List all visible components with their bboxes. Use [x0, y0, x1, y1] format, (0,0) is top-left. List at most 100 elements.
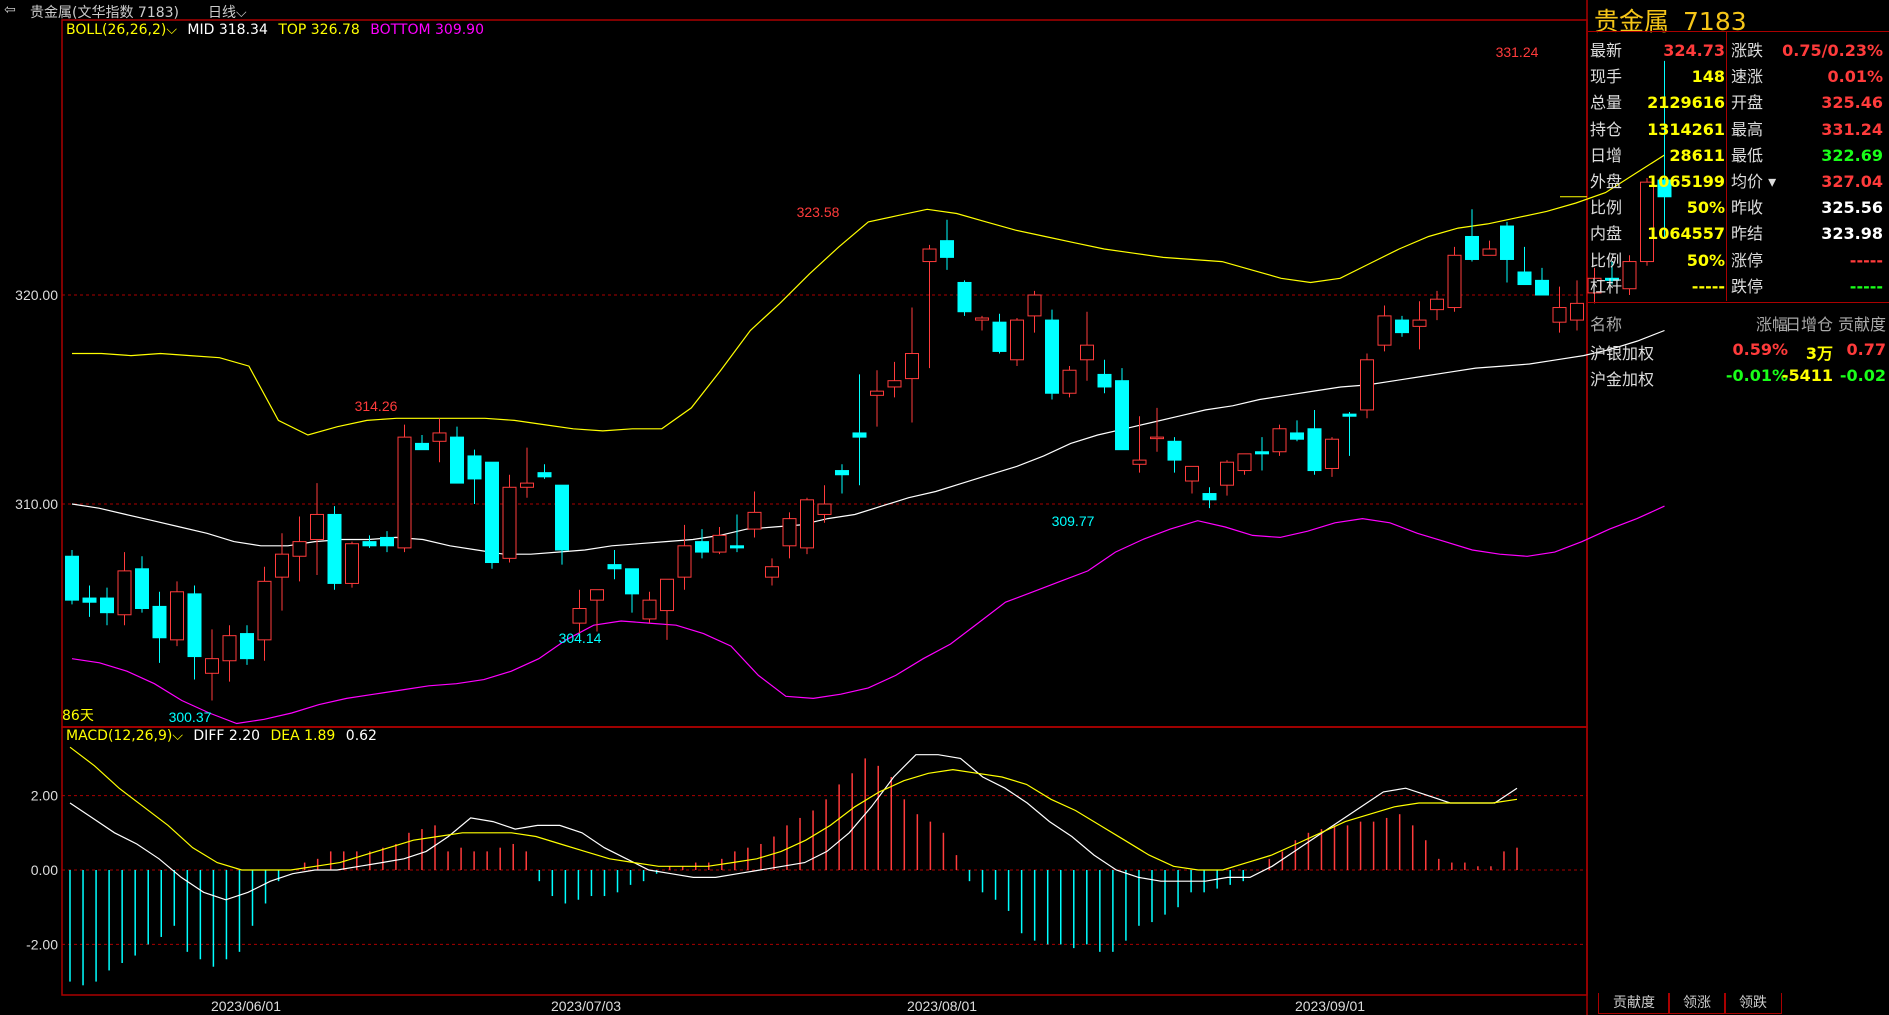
candle-body [1605, 277, 1619, 281]
macd-diff: DIFF 2.20 [193, 728, 261, 744]
candle-body [852, 432, 867, 438]
candle-body [240, 633, 254, 660]
boll-legend[interactable]: BOLL(26,26,2)⌵ MID 318.34 TOP 326.78 BOT… [66, 22, 484, 38]
candle-body [1027, 294, 1042, 317]
candle-body [1430, 298, 1444, 311]
tab-contrib[interactable]: 贡献度 [1598, 993, 1670, 1014]
quote-label: 涨停 [1731, 250, 1764, 270]
quote-row: 比例 50% [1590, 195, 1725, 221]
candles [65, 60, 1672, 701]
contrib-header[interactable]: 日增仓 [1784, 315, 1833, 334]
quote-label: 昨收 [1731, 198, 1764, 218]
quote-label: 速涨 [1731, 67, 1764, 87]
contrib-header[interactable]: 名称 [1590, 315, 1623, 334]
tab-leaders-up[interactable]: 领涨 [1668, 993, 1726, 1014]
contrib-cell[interactable]: 沪银加权 [1590, 344, 1655, 363]
back-icon[interactable]: ⇦ [4, 2, 16, 18]
boll-top: TOP 326.78 [278, 22, 360, 38]
quote-row: 外盘 1065199 [1590, 169, 1725, 195]
price-annotation: 304.14 [559, 630, 602, 646]
candle-body [1307, 428, 1322, 472]
contrib-cell[interactable]: 沪金加权 [1590, 370, 1655, 389]
chevron-down-icon: ⌵ [172, 728, 183, 744]
main-panel-frame [61, 19, 1588, 728]
quote-row: 涨跌 0.75/0.23% [1731, 38, 1883, 64]
candle-body [975, 317, 989, 321]
contrib-header[interactable]: 贡献度 [1837, 315, 1886, 334]
axis-labels: 320.00 310.00 2.00 0.00 -2.00 2023/06/01 2023/… [15, 196, 1587, 1014]
quote-row: 比例 50% [1590, 248, 1725, 274]
candle-body [730, 545, 744, 549]
candle-body [152, 605, 167, 639]
quote-label: 跌停 [1731, 276, 1764, 296]
quote-row: 最高 331.24 [1731, 117, 1883, 143]
contrib-cell: 3万 [1805, 344, 1833, 363]
candle-body [205, 658, 219, 674]
candle-body [1237, 453, 1252, 472]
candle-body [992, 321, 1007, 352]
quote-label: 均价 ▾ [1731, 172, 1777, 191]
quote-row: 速涨 0.01% [1731, 64, 1883, 90]
quote-value: 324.73 [1663, 41, 1725, 60]
candle-body [187, 593, 202, 658]
quote-value: 1314261 [1647, 119, 1725, 139]
macd-legend[interactable]: MACD(12,26,9)⌵ DIFF 2.20 DEA 1.89 0.62 [66, 728, 377, 744]
quote-value: 0.75/0.23% [1782, 41, 1883, 60]
candle-body [450, 436, 464, 484]
quote-row: 均价 ▾ 327.04 [1731, 169, 1883, 195]
candle-body [1185, 465, 1199, 482]
candle-body [1167, 440, 1182, 461]
tab-leaders-down[interactable]: 领跌 [1724, 993, 1782, 1014]
candle-body [467, 455, 482, 480]
candle-body [1272, 428, 1287, 453]
quote-label: 比例 [1590, 250, 1623, 270]
candle-body [327, 513, 342, 584]
quote-value: 28611 [1669, 145, 1725, 165]
candle-body [1010, 319, 1024, 361]
quote-value: 331.24 [1821, 119, 1883, 139]
candle-body [817, 503, 832, 515]
price-tick-label: 310.00 [15, 496, 58, 512]
price-annotation: 309.77 [1052, 513, 1095, 529]
candle-body [170, 591, 184, 641]
contrib-header[interactable]: 涨幅 [1755, 315, 1788, 334]
quote-value: 322.69 [1821, 145, 1883, 165]
candle-body [957, 281, 972, 313]
quote-row: 涨停 ----- [1731, 248, 1883, 274]
top-bar: ⇦ 贵金属(文华指数 7183) 日线⌵ [0, 0, 1585, 22]
panel-divider [1726, 31, 1727, 301]
candle-body [677, 545, 692, 578]
candle-body [1447, 254, 1462, 309]
candle-body [1220, 461, 1234, 486]
candle-body [1255, 451, 1269, 455]
quote-value: 50% [1686, 198, 1725, 218]
candle-body [1657, 179, 1672, 198]
candle-body [1115, 380, 1129, 451]
boll-bottom: BOTTOM 309.90 [370, 22, 484, 38]
date-tick-label: 2023/07/03 [551, 998, 621, 1014]
candle-body [117, 570, 132, 616]
macd-dea-line [69, 746, 1518, 871]
candle-body [555, 484, 569, 551]
quote-value: 1065199 [1647, 172, 1725, 191]
quote-label: 昨结 [1731, 224, 1764, 244]
candle-body [292, 541, 307, 557]
candle-body [1290, 432, 1304, 440]
macd-dea: DEA 1.89 [270, 728, 336, 744]
candle-body [1500, 225, 1514, 260]
boll-top-line [72, 154, 1665, 436]
candle-body [887, 380, 902, 388]
candle-body [1395, 319, 1409, 334]
instrument-title: 贵金属(文华指数 7183) [30, 5, 180, 21]
quote-label: 杠杆 [1590, 276, 1623, 296]
macd-tick-label: 0.00 [31, 862, 58, 878]
quote-row: 总量 2129616 [1590, 90, 1725, 116]
quote-value: 0.01% [1827, 67, 1883, 87]
candle-body [65, 555, 79, 601]
period-selector[interactable]: 日线⌵ [208, 2, 247, 22]
quote-label: 最高 [1731, 119, 1764, 139]
candle-body [1202, 493, 1217, 501]
candle-body [1045, 319, 1059, 394]
candle-body [1535, 279, 1549, 296]
